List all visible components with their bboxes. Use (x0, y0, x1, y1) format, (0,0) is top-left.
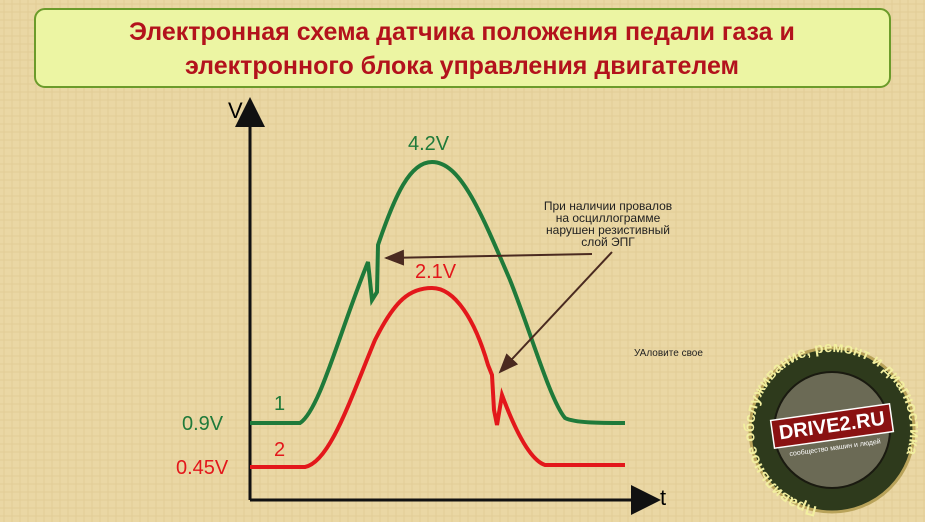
arrow (384, 249, 593, 266)
max-label: 4.2V (408, 133, 450, 155)
y-axis-label: V (228, 98, 243, 123)
title-line: Электронная схема датчика положения педа… (129, 18, 795, 46)
note: УАловите свое (634, 348, 703, 359)
x-axis-label: t (660, 485, 666, 510)
annotation-line: При наличии провалов (544, 199, 672, 213)
annotation-line: нарушен резистивный (546, 223, 670, 237)
arrow (498, 251, 613, 374)
title-line: электронного блока управления двигателем (185, 52, 739, 80)
annotation-line: слой ЭПГ (581, 235, 635, 249)
curve-number: 1 (274, 393, 285, 415)
max-label: 2.1V (415, 261, 457, 283)
logo-badge (769, 402, 895, 450)
title-box (34, 8, 891, 88)
min-label: 0.45V (176, 457, 229, 479)
curve-number: 2 (274, 439, 285, 461)
curve-1 (250, 159, 626, 425)
min-label: 0.9V (182, 413, 224, 435)
curve-2 (250, 285, 625, 469)
annotation-line: на осциллограмме (556, 211, 661, 225)
